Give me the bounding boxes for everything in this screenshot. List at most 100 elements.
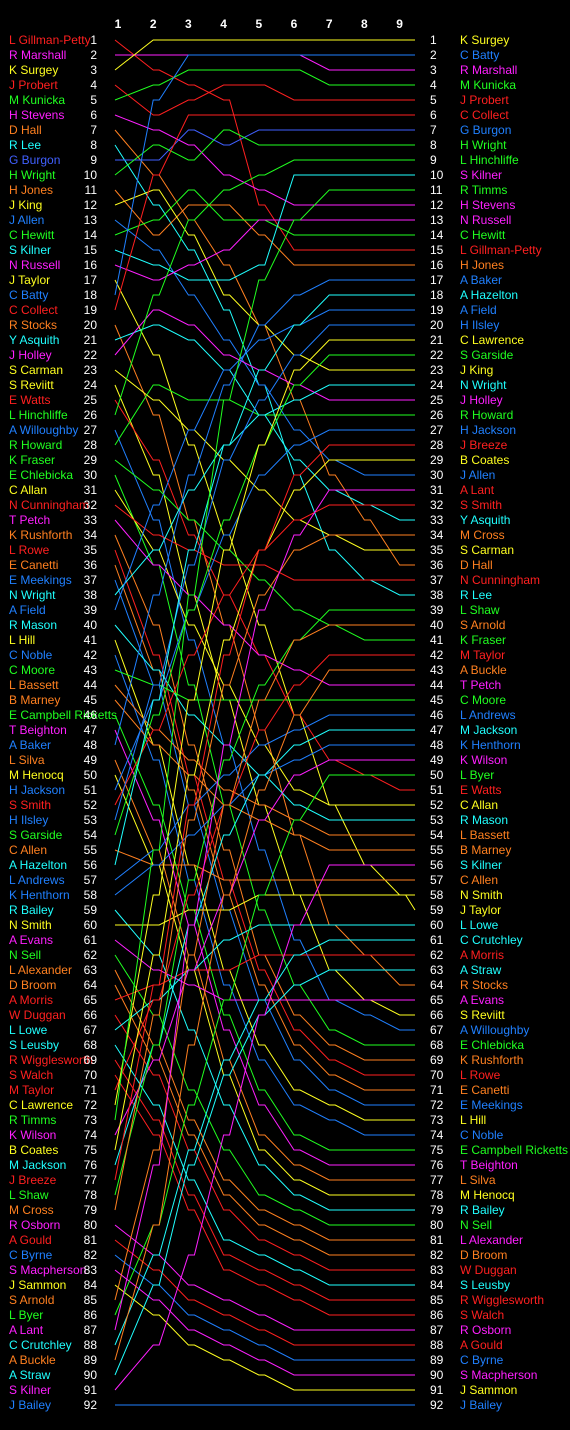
series-line xyxy=(114,69,415,101)
final-name-label: J Sammon xyxy=(460,1383,517,1397)
final-rank-label: 84 xyxy=(430,1278,444,1292)
series-line xyxy=(114,369,415,551)
start-rank-label: 50 xyxy=(84,768,98,782)
start-name-label: K Wilson xyxy=(9,1128,56,1142)
start-rank-label: 59 xyxy=(84,903,98,917)
start-name-label: M Jackson xyxy=(9,1158,66,1172)
final-name-label: M Kunicka xyxy=(460,78,516,92)
series-line xyxy=(114,774,415,1316)
series-line xyxy=(114,54,415,296)
start-rank-label: 22 xyxy=(84,348,98,362)
series-line xyxy=(114,1239,415,1346)
final-rank-label: 46 xyxy=(430,708,444,722)
final-name-label: J Taylor xyxy=(460,903,501,917)
final-name-label: A Lant xyxy=(460,483,495,497)
final-rank-label: 34 xyxy=(430,528,444,542)
final-name-label: K Surgey xyxy=(460,33,509,47)
final-name-label: A Morris xyxy=(460,948,504,962)
final-rank-label: 13 xyxy=(430,213,444,227)
start-name-label: L Hinchliffe xyxy=(9,408,68,422)
final-name-label: H Jackson xyxy=(460,423,516,437)
final-name-label: A Evans xyxy=(460,993,504,1007)
series-line xyxy=(114,129,415,566)
final-name-label: A Gould xyxy=(460,1338,503,1352)
series-line xyxy=(114,969,415,1241)
start-name-label: E Chlebicka xyxy=(9,468,73,482)
start-rank-label: 12 xyxy=(84,198,98,212)
start-rank-label: 6 xyxy=(90,108,97,122)
start-name-label: E Meekings xyxy=(9,573,72,587)
final-rank-label: 27 xyxy=(430,423,444,437)
start-rank-label: 81 xyxy=(84,1233,98,1247)
final-rank-label: 41 xyxy=(430,633,444,647)
start-name-label: C Allen xyxy=(9,843,47,857)
series-line xyxy=(114,924,415,1031)
start-name-label: J King xyxy=(9,198,42,212)
start-rank-label: 51 xyxy=(84,783,98,797)
final-name-label: M Henocq xyxy=(460,1188,515,1202)
final-name-label: C Crutchley xyxy=(460,933,523,947)
start-rank-label: 46 xyxy=(84,708,98,722)
series-line xyxy=(114,354,415,836)
start-rank-label: 13 xyxy=(84,213,98,227)
start-name-label: J Bailey xyxy=(9,1398,51,1412)
start-name-label: K Henthorn xyxy=(9,888,70,902)
final-name-label: C Allen xyxy=(460,873,498,887)
start-name-label: R Stocks xyxy=(9,318,57,332)
start-rank-label: 64 xyxy=(84,978,98,992)
start-name-label: A Willoughby xyxy=(9,423,78,437)
start-name-label: M Kunicka xyxy=(9,93,65,107)
start-rank-label: 65 xyxy=(84,993,98,1007)
final-name-label: A Straw xyxy=(460,963,502,977)
series-line xyxy=(114,969,415,1376)
final-name-label: J Bailey xyxy=(460,1398,502,1412)
series-line xyxy=(114,639,415,1121)
start-rank-label: 39 xyxy=(84,603,98,617)
final-rank-label: 48 xyxy=(430,738,444,752)
final-rank-label: 21 xyxy=(430,333,444,347)
start-name-label: H Wright xyxy=(9,168,56,182)
start-name-label: W Duggan xyxy=(9,1008,66,1022)
start-name-label: H Jackson xyxy=(9,783,65,797)
start-name-label: T Petch xyxy=(9,513,50,527)
start-name-label: H Ilsley xyxy=(9,813,48,827)
final-rank-label: 89 xyxy=(430,1353,444,1367)
series-line xyxy=(114,684,415,836)
position-lines xyxy=(114,39,416,1406)
start-name-label: K Rushforth xyxy=(9,528,72,542)
start-rank-label: 44 xyxy=(84,678,98,692)
final-rank-label: 64 xyxy=(430,978,444,992)
start-rank-label: 87 xyxy=(84,1323,98,1337)
series-line xyxy=(114,759,415,1181)
final-name-label: L Alexander xyxy=(460,1233,523,1247)
start-rank-label: 49 xyxy=(84,753,98,767)
start-rank-label: 9 xyxy=(90,153,97,167)
start-name-label: C Hewitt xyxy=(9,228,55,242)
lap-label: 2 xyxy=(150,17,157,31)
final-name-label: M Jackson xyxy=(460,723,517,737)
start-name-label: R Mason xyxy=(9,618,57,632)
final-name-label: C Allan xyxy=(460,798,498,812)
start-rank-label: 75 xyxy=(84,1143,98,1157)
start-name-label: L Alexander xyxy=(9,963,72,977)
start-rank-label: 85 xyxy=(84,1293,98,1307)
final-rank-label: 33 xyxy=(430,513,444,527)
final-rank-label: 10 xyxy=(430,168,444,182)
final-rank-label: 25 xyxy=(430,393,444,407)
start-rank-label: 42 xyxy=(84,648,98,662)
series-line xyxy=(114,129,415,176)
final-name-label: N Cunningham xyxy=(460,573,540,587)
final-name-label: C Lawrence xyxy=(460,333,524,347)
start-name-label: J Breeze xyxy=(9,1173,57,1187)
series-line xyxy=(114,1059,415,1301)
start-name-label: D Hall xyxy=(9,123,42,137)
final-rank-label: 31 xyxy=(430,483,444,497)
final-rank-label: 44 xyxy=(430,678,444,692)
series-line xyxy=(114,324,415,986)
series-line xyxy=(115,129,415,161)
final-rank-label: 66 xyxy=(430,1008,444,1022)
final-rank-label: 53 xyxy=(430,813,444,827)
start-name-label: A Hazelton xyxy=(9,858,67,872)
start-name-label: K Surgey xyxy=(9,63,58,77)
final-rank-label: 7 xyxy=(430,123,437,137)
